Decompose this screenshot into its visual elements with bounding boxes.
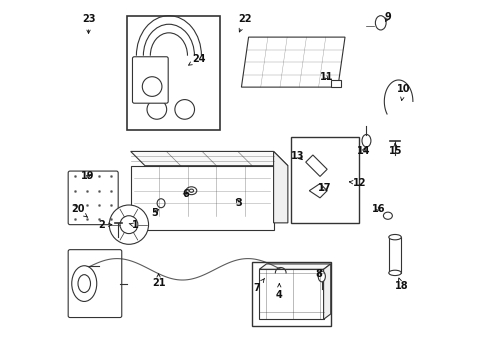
Bar bbox=[292, 137, 359, 223]
Text: 21: 21 bbox=[152, 274, 165, 288]
Ellipse shape bbox=[189, 189, 194, 192]
Ellipse shape bbox=[72, 266, 97, 301]
Ellipse shape bbox=[318, 271, 325, 282]
Text: 5: 5 bbox=[151, 208, 158, 218]
Text: 19: 19 bbox=[81, 171, 95, 181]
Text: 1: 1 bbox=[129, 220, 139, 230]
Text: 24: 24 bbox=[189, 54, 205, 65]
Ellipse shape bbox=[109, 205, 148, 244]
FancyBboxPatch shape bbox=[132, 57, 168, 103]
Ellipse shape bbox=[78, 275, 91, 293]
Text: 2: 2 bbox=[98, 220, 112, 230]
Polygon shape bbox=[323, 264, 331, 319]
Text: 8: 8 bbox=[316, 269, 323, 279]
FancyBboxPatch shape bbox=[68, 249, 122, 318]
Ellipse shape bbox=[389, 234, 401, 240]
Bar bbox=[252, 262, 331, 327]
Text: 16: 16 bbox=[371, 204, 385, 214]
Ellipse shape bbox=[186, 187, 197, 195]
Polygon shape bbox=[259, 264, 331, 269]
Text: 18: 18 bbox=[394, 278, 408, 292]
Polygon shape bbox=[309, 184, 327, 198]
Text: 14: 14 bbox=[357, 147, 370, 157]
Ellipse shape bbox=[389, 270, 401, 275]
Text: 15: 15 bbox=[389, 143, 402, 157]
Text: 3: 3 bbox=[236, 198, 242, 208]
Ellipse shape bbox=[147, 100, 167, 119]
Polygon shape bbox=[131, 152, 288, 166]
Text: 12: 12 bbox=[349, 178, 366, 188]
Bar bbox=[389, 237, 401, 273]
Bar bbox=[259, 269, 323, 319]
Text: 10: 10 bbox=[397, 84, 411, 100]
Text: 22: 22 bbox=[238, 14, 252, 32]
Ellipse shape bbox=[120, 216, 138, 234]
Ellipse shape bbox=[383, 212, 392, 219]
Text: 13: 13 bbox=[291, 151, 305, 161]
Bar bbox=[127, 16, 220, 130]
Polygon shape bbox=[331, 80, 342, 87]
Ellipse shape bbox=[157, 199, 165, 208]
Ellipse shape bbox=[362, 134, 371, 147]
Text: 20: 20 bbox=[71, 204, 87, 217]
Text: 11: 11 bbox=[319, 72, 333, 82]
Polygon shape bbox=[306, 155, 327, 176]
Text: 23: 23 bbox=[82, 14, 95, 33]
Ellipse shape bbox=[142, 77, 162, 96]
Text: 6: 6 bbox=[182, 189, 189, 199]
Text: 9: 9 bbox=[385, 13, 391, 22]
Polygon shape bbox=[242, 37, 345, 87]
FancyBboxPatch shape bbox=[68, 171, 118, 225]
Text: 7: 7 bbox=[253, 278, 265, 293]
Ellipse shape bbox=[375, 16, 386, 30]
Bar bbox=[131, 166, 273, 230]
Text: 17: 17 bbox=[318, 183, 331, 193]
Polygon shape bbox=[273, 152, 288, 223]
Ellipse shape bbox=[175, 100, 195, 119]
Text: 4: 4 bbox=[276, 284, 283, 300]
